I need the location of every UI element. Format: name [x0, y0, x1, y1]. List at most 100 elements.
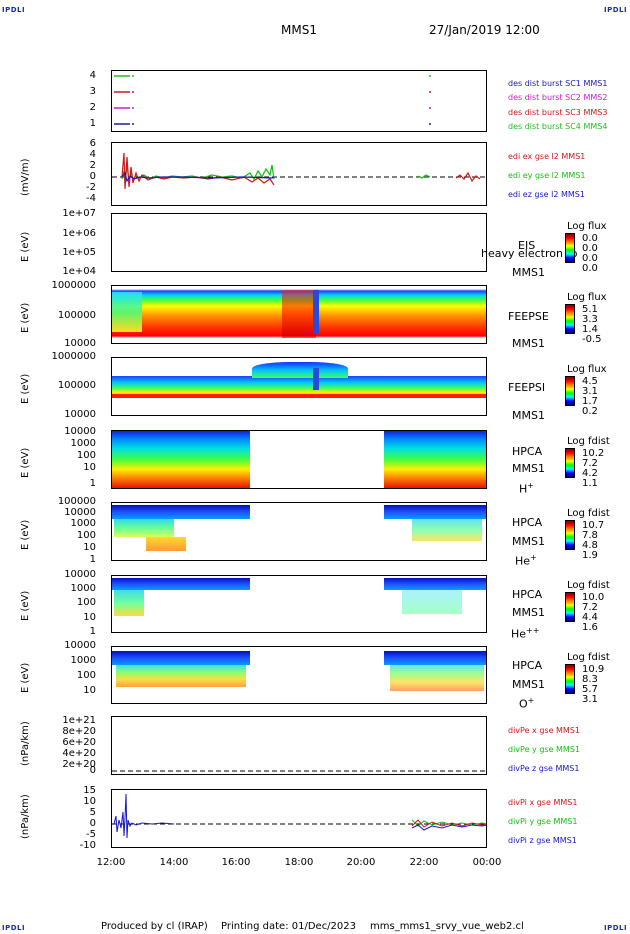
legend-burst-mms4: des dist burst SC4 MMS4	[508, 122, 608, 131]
ytick-hpca-hep-1e3: 1000	[70, 518, 96, 529]
species-symbol: He	[511, 627, 527, 641]
ytick-divpi-m5: -5	[86, 829, 96, 840]
footer-script-name: mms_mms1_srvy_vue_web2.cl	[370, 921, 524, 932]
colorbar-feepse	[565, 304, 575, 334]
ytick-hpca-hepp-1: 1	[89, 626, 96, 637]
plot-datetime: 27/Jan/2019 12:00	[429, 23, 540, 37]
ytick-burst-4: 4	[89, 70, 96, 81]
feepse-peak-patch	[282, 290, 316, 338]
species-charge: +	[527, 696, 535, 705]
legend-burst-mms1: des dist burst SC1 MMS1	[508, 79, 608, 88]
cbar-val-hpca-h-0: 10.2	[582, 448, 605, 459]
cbar-val-hpca-o-3: 3.1	[582, 694, 598, 705]
species-charge: +	[530, 553, 537, 562]
instrument-hpca-h: HPCA	[512, 445, 543, 458]
panel-feepsi	[111, 357, 487, 416]
cbar-val-feepse-1: 3.3	[582, 314, 598, 325]
ylabel-hpca-hepp: E (eV)	[20, 590, 31, 621]
cbar-val-hpca-hepp-2: 4.4	[582, 612, 598, 623]
panel-hpca-hepp	[111, 575, 487, 633]
sc-label-eis: MMS1	[512, 266, 545, 279]
divpe-plot	[112, 770, 486, 772]
ytick-hpca-o-1e1: 10	[83, 685, 96, 696]
feepsi-red-band	[112, 394, 486, 398]
hpca-o-patch-2	[390, 665, 484, 691]
species-charge: ++	[526, 626, 540, 635]
cbar-val-hpca-o-0: 10.9	[582, 664, 605, 675]
colorbar-hpca-hep	[565, 520, 575, 550]
legend-divpi-z: divPi z gse MMS1	[508, 836, 577, 845]
xtick-1200: 12:00	[96, 857, 126, 868]
ytick-eis-1e6: 1e+06	[62, 228, 96, 239]
ytick-edi-6: 6	[89, 138, 96, 149]
cbar-val-hpca-o-1: 8.3	[582, 674, 598, 685]
hpca-hepp-block-2	[384, 578, 486, 590]
divpi-plot	[112, 793, 486, 839]
corner-mark-bottom-left: IPDLI	[2, 924, 26, 932]
species-hpca-o: O+	[519, 696, 534, 711]
cbar-val-hpca-hepp-1: 7.2	[582, 602, 598, 613]
cbar-val-feepsi-2: 1.7	[582, 396, 598, 407]
panel-feepse	[111, 285, 487, 344]
cbar-val-eis-1: 0.0	[582, 243, 598, 254]
hpca-o-patch-1	[116, 665, 246, 687]
species-hpca-hep: He+	[515, 553, 537, 568]
ylabel-hpca-h: E (eV)	[20, 447, 31, 478]
cbar-title-eis: Log flux	[567, 221, 607, 232]
legend-burst-mms3: des dist burst SC3 MMS3	[508, 108, 608, 117]
cbar-val-hpca-hep-0: 10.7	[582, 520, 605, 531]
cbar-title-feepsi: Log flux	[567, 364, 607, 375]
cbar-val-hpca-h-1: 7.2	[582, 458, 598, 469]
edi-ex-trace-late	[455, 171, 481, 183]
ytick-hpca-hep-1: 1	[89, 554, 96, 565]
ylabel-hpca-hep: E (eV)	[20, 519, 31, 550]
ytick-feepsi-1e6: 1000000	[51, 351, 96, 362]
sc-label-feepse: MMS1	[512, 337, 545, 350]
instrument-hpca-hep: HPCA	[512, 516, 543, 529]
ytick-burst-2: 2	[89, 102, 96, 113]
hpca-o-block-1	[112, 651, 250, 665]
ytick-hpca-hepp-1e4: 10000	[64, 569, 96, 580]
plot-title: MMS1	[281, 23, 317, 37]
cbar-title-hpca-o: Log fdist	[567, 652, 610, 663]
feepse-early-patch	[112, 292, 142, 332]
sc-label-hpca-hepp: MMS1	[512, 606, 545, 619]
hpca-hep-patch-2	[146, 537, 186, 551]
cbar-val-hpca-hepp-3: 1.6	[582, 622, 598, 633]
ytick-hpca-hep-1e4: 10000	[64, 507, 96, 518]
ytick-divpi-5: 5	[89, 807, 96, 818]
panel-divpe	[111, 716, 487, 775]
cbar-val-feepsi-3: 0.2	[582, 406, 598, 417]
cbar-val-hpca-h-2: 4.2	[582, 468, 598, 479]
ytick-hpca-h-1e2: 100	[76, 450, 96, 461]
ylabel-hpca-o: E (eV)	[20, 662, 31, 693]
panel-hpca-o	[111, 646, 487, 704]
ylabel-feepsi: E (eV)	[20, 373, 31, 404]
ytick-hpca-hep-1e2: 100	[76, 530, 96, 541]
xtick-2000: 20:00	[346, 857, 376, 868]
ylabel-divpi: (nPa/km)	[20, 794, 31, 839]
divpi-z-trace-late	[411, 824, 486, 831]
xtick-2200: 22:00	[409, 857, 439, 868]
cbar-val-eis-2: 0.0	[582, 253, 598, 264]
cbar-val-hpca-o-2: 5.7	[582, 684, 598, 695]
panel-burst	[111, 70, 487, 132]
cbar-val-eis-3: 0.0	[582, 263, 598, 274]
species-hpca-hepp: He++	[511, 626, 539, 641]
feepsi-band	[112, 376, 486, 398]
cbar-val-hpca-hep-2: 4.8	[582, 540, 598, 551]
instrument-hpca-o: HPCA	[512, 659, 543, 672]
cbar-val-hpca-hep-1: 7.8	[582, 530, 598, 541]
ytick-divpe-8e20: 8e+20	[62, 726, 96, 737]
species-symbol: O	[519, 697, 528, 711]
ytick-feepsi-1e4: 10000	[64, 409, 96, 420]
ytick-feepse-1e6: 1000000	[51, 280, 96, 291]
ytick-feepse-1e4: 10000	[64, 338, 96, 349]
cbar-val-hpca-hep-3: 1.9	[582, 550, 598, 561]
ytick-hpca-o-1e3: 1000	[70, 655, 96, 666]
ytick-edi-0: 0	[89, 171, 96, 182]
ytick-eis-1e5: 1e+05	[62, 247, 96, 258]
cbar-title-hpca-hep: Log fdist	[567, 508, 610, 519]
cbar-val-eis-0: 0.0	[582, 233, 598, 244]
hpca-hepp-patch-1	[114, 590, 144, 616]
